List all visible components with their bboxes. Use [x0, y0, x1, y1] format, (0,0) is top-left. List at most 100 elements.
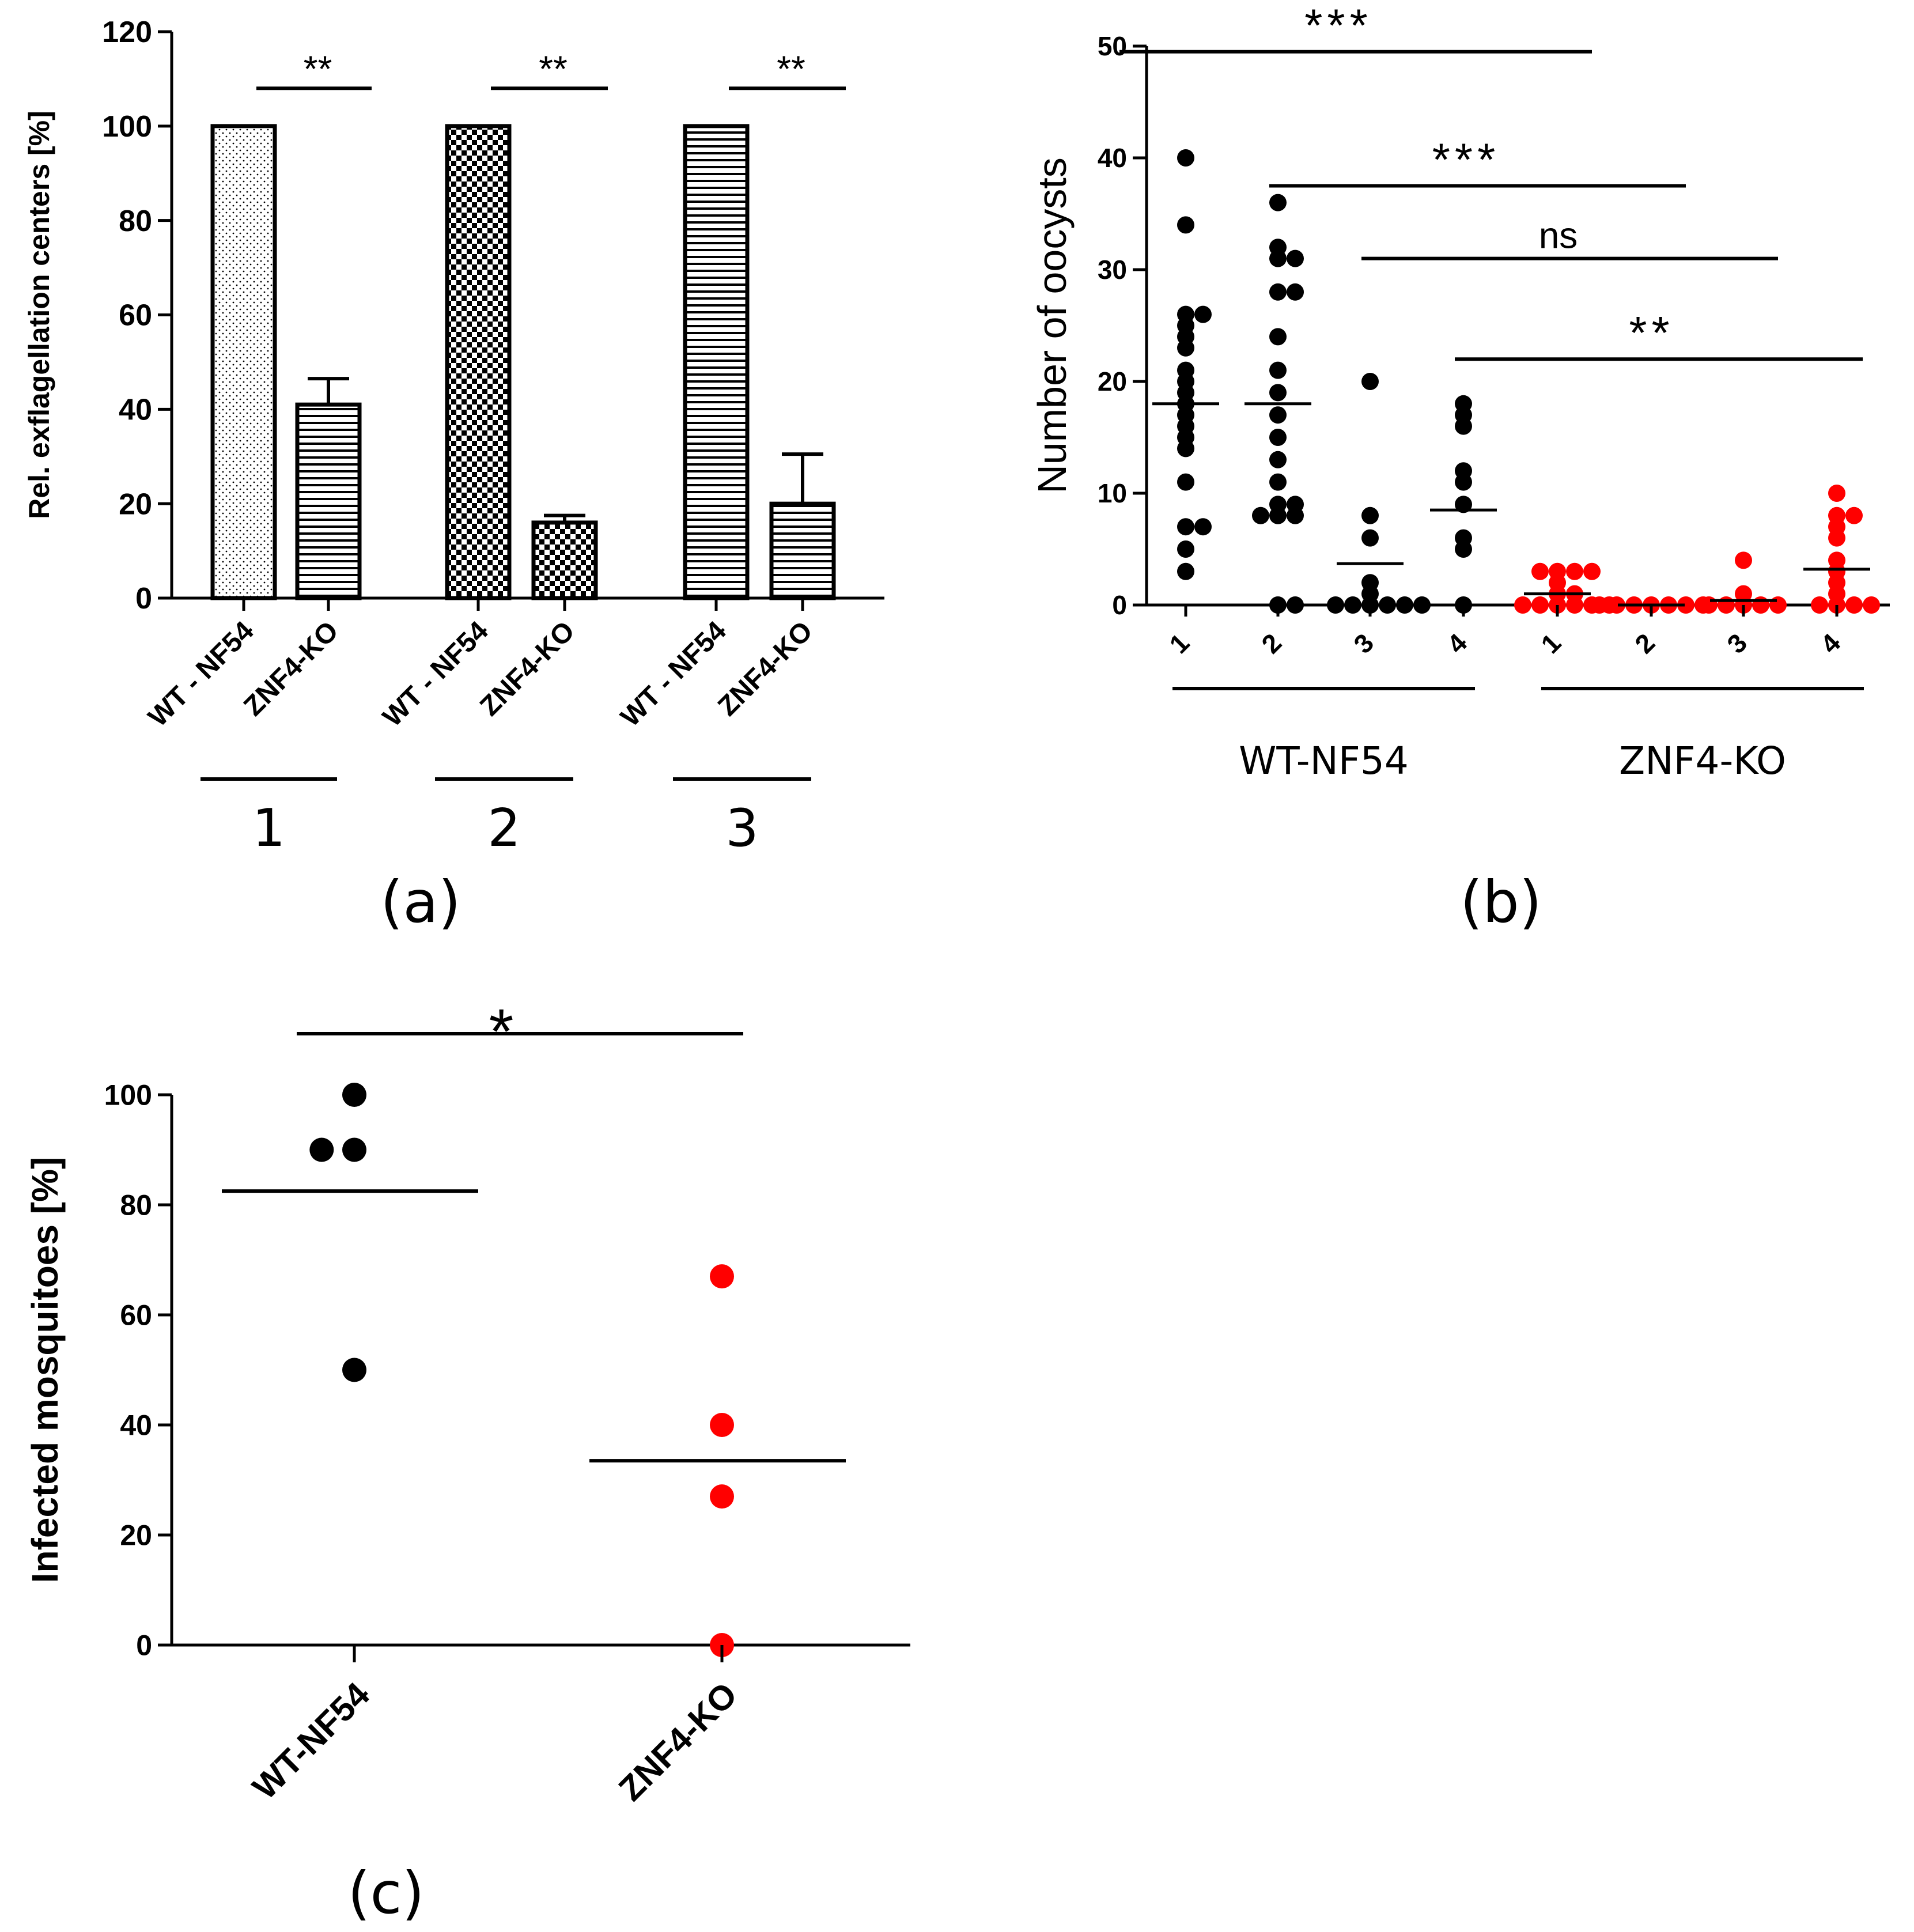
- data-point: [1177, 473, 1194, 491]
- y-tick-label: 40: [120, 1409, 152, 1442]
- data-point: [1735, 551, 1752, 569]
- y-tick-label: 0: [135, 582, 152, 615]
- data-point: [1177, 518, 1194, 536]
- data-point: [1455, 540, 1472, 558]
- y-tick-label: 10: [1098, 478, 1127, 508]
- x-tick-label: 4: [1814, 627, 1846, 659]
- significance-label: **: [304, 48, 332, 89]
- data-point: [1194, 518, 1212, 536]
- group-label: 2: [487, 798, 520, 859]
- y-tick-label: 50: [1098, 31, 1127, 61]
- data-point: [1769, 596, 1787, 614]
- data-point: [1194, 305, 1212, 323]
- y-tick-label: 40: [1098, 143, 1127, 173]
- bar: [210, 124, 277, 600]
- data-point: [1269, 361, 1287, 379]
- data-point: [1361, 373, 1379, 390]
- data-point: [1718, 596, 1735, 614]
- x-tick-label: ZNF4-KO: [712, 615, 819, 722]
- x-tick-label: 3: [1348, 627, 1379, 659]
- data-point: [1287, 506, 1304, 524]
- data-point: [1287, 283, 1304, 301]
- data-point: [342, 1083, 366, 1107]
- data-point: [1344, 596, 1361, 614]
- x-tick-label: 2: [1255, 627, 1287, 659]
- data-point: [1177, 339, 1194, 357]
- data-point: [1863, 596, 1880, 614]
- y-axis-label: Infected mosquitoes [%]: [24, 1157, 66, 1583]
- y-tick-label: 120: [102, 16, 152, 49]
- y-tick-label: 0: [136, 1629, 152, 1662]
- x-tick-label: WT - NF54: [377, 615, 494, 733]
- bar: [531, 520, 598, 600]
- data-point: [1379, 596, 1396, 614]
- data-point: [1269, 506, 1287, 524]
- data-point: [1845, 596, 1863, 614]
- x-tick-label: ZNF4-KO: [611, 1675, 744, 1808]
- caption-b: (b): [1460, 868, 1542, 936]
- data-point: [1269, 283, 1287, 301]
- data-point: [710, 1484, 734, 1509]
- data-point: [1845, 506, 1863, 524]
- group-label: 3: [725, 798, 758, 859]
- x-tick-label: 3: [1721, 627, 1753, 659]
- y-tick-label: 100: [102, 110, 152, 143]
- x-tick-label: 1: [1163, 627, 1195, 659]
- group-label: ZNF4-KO: [1619, 739, 1786, 783]
- y-tick-label: 100: [104, 1079, 152, 1111]
- data-point: [1413, 596, 1431, 614]
- data-point: [1514, 596, 1531, 614]
- panel-a: 0 20 40 60 80 100 120 Rel. exflagellation cente…: [23, 16, 884, 859]
- x-tick-label: ZNF4-KO: [474, 615, 581, 722]
- data-point: [1591, 596, 1608, 614]
- comparison-label: **: [1629, 307, 1674, 358]
- x-tick-label: 4: [1441, 627, 1473, 659]
- bar: [683, 124, 750, 600]
- data-point: [342, 1358, 366, 1382]
- y-tick-label: 80: [119, 205, 152, 238]
- data-point: [710, 1264, 734, 1289]
- data-point: [1361, 529, 1379, 547]
- data-point: [1455, 473, 1472, 491]
- y-axis-label: Number of oocysts: [1030, 157, 1075, 494]
- data-point: [1177, 440, 1194, 458]
- data-point: [1531, 596, 1549, 614]
- data-point: [710, 1413, 734, 1437]
- x-tick-label: 1: [1535, 627, 1567, 659]
- comparison-label: ns: [1539, 215, 1578, 256]
- comparison-label: ***: [1432, 134, 1500, 186]
- data-point: [1269, 194, 1287, 211]
- x-tick-label: WT-NF54: [245, 1674, 377, 1806]
- data-point: [1566, 596, 1583, 614]
- y-tick-label: 40: [119, 394, 152, 427]
- comparison-label: *: [489, 996, 514, 1067]
- y-tick-label: 60: [120, 1299, 152, 1332]
- data-point: [1455, 417, 1472, 435]
- data-point: [1269, 328, 1287, 346]
- data-point: [1177, 562, 1194, 580]
- data-point: [1700, 596, 1718, 614]
- comparison-label: ***: [1304, 0, 1372, 51]
- significance-label: **: [777, 48, 805, 89]
- x-tick-label: WT - NF54: [142, 615, 260, 733]
- data-point: [1583, 562, 1601, 580]
- y-tick-label: 20: [120, 1519, 152, 1552]
- data-point: [1361, 506, 1379, 524]
- data-point: [1566, 562, 1583, 580]
- data-point: [342, 1137, 366, 1162]
- data-point: [1828, 529, 1845, 547]
- bar: [445, 124, 512, 600]
- data-point: [1269, 384, 1287, 402]
- group-label: WT-NF54: [1239, 739, 1409, 783]
- bar: [769, 501, 836, 600]
- data-point: [1752, 596, 1769, 614]
- group-label: 1: [252, 798, 285, 859]
- y-tick-label: 20: [1098, 366, 1127, 396]
- significance-label: **: [539, 48, 568, 89]
- caption-c: (c): [347, 1859, 424, 1927]
- data-point: [1269, 406, 1287, 424]
- data-point: [1269, 473, 1287, 491]
- y-tick-label: 60: [119, 299, 152, 332]
- data-point: [1269, 429, 1287, 446]
